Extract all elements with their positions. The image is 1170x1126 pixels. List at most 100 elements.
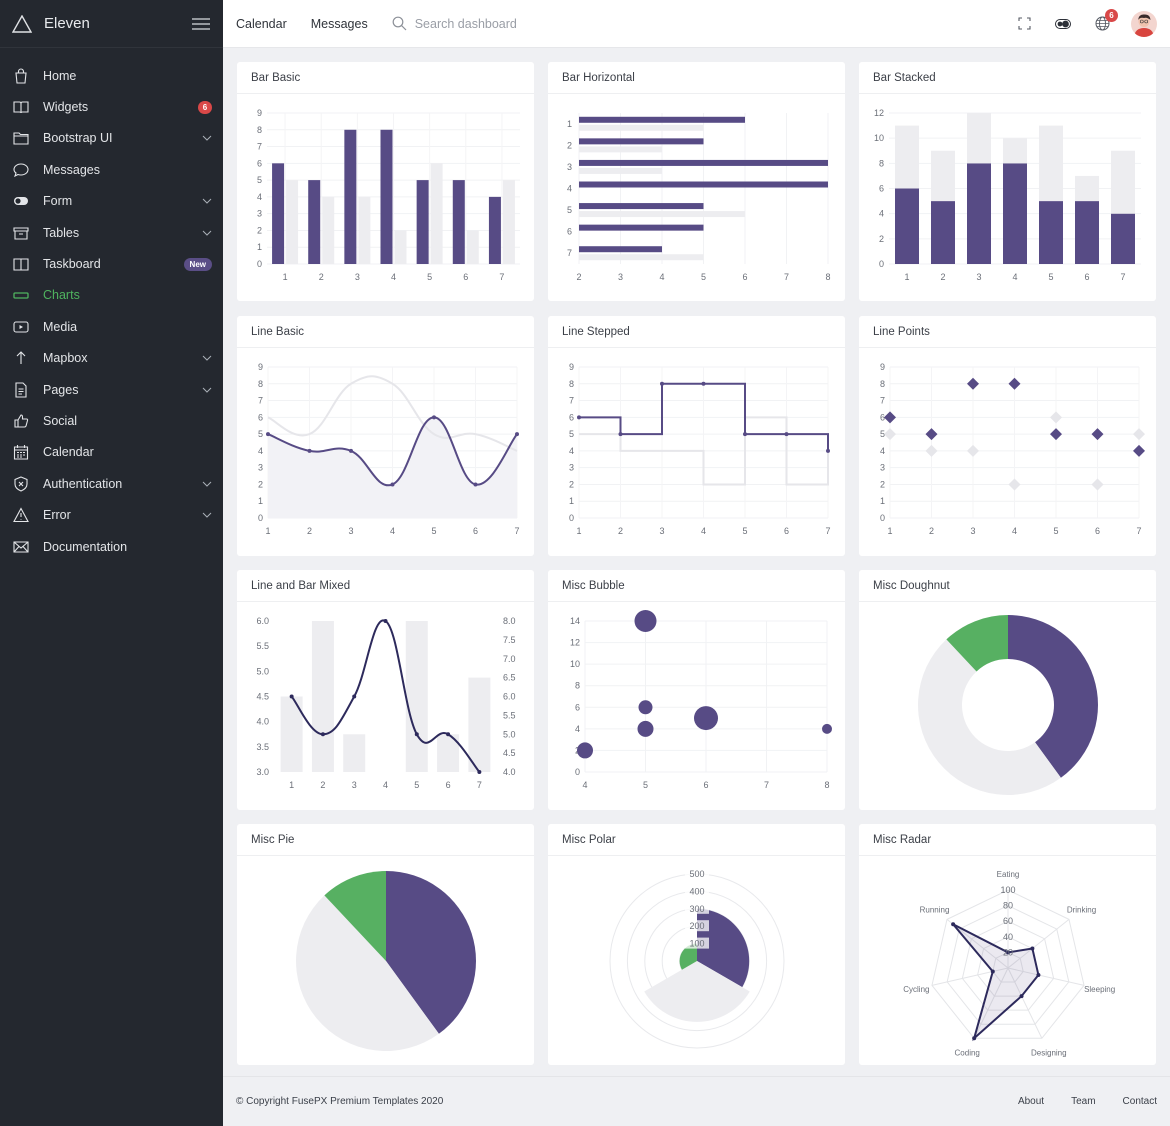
- sidebar-item-authentication[interactable]: Authentication: [0, 468, 223, 499]
- sidebar-item-calendar[interactable]: Calendar: [0, 437, 223, 468]
- footer-link-about[interactable]: About: [1017, 1096, 1045, 1107]
- point-series-2: [925, 444, 938, 457]
- bar-series-2: [579, 211, 745, 218]
- sidebar-item-label: Documentation: [43, 539, 128, 554]
- sidebar-item-messages[interactable]: Messages: [0, 154, 223, 185]
- bar-series-2: [502, 180, 515, 264]
- radar-axis-label: Designing: [1031, 1049, 1067, 1058]
- bubble: [637, 720, 654, 737]
- line-series-2: [579, 416, 829, 486]
- tick-label: 8: [258, 379, 263, 389]
- sidebar-item-tables[interactable]: Tables: [0, 217, 223, 248]
- line-point: [784, 432, 789, 437]
- header-messages-link[interactable]: Messages: [310, 16, 368, 31]
- bar-series-1: [488, 196, 501, 264]
- tick-label: 3: [348, 526, 353, 536]
- bar-series: [468, 677, 491, 772]
- bubble: [634, 610, 657, 632]
- globe-icon[interactable]: 6: [1093, 8, 1118, 33]
- sidebar-item-home[interactable]: Home: [0, 60, 223, 91]
- point-series-1: [967, 377, 979, 390]
- bar-series-1: [1111, 213, 1135, 264]
- archive-icon: [11, 225, 31, 241]
- sidebar-item-error[interactable]: Error: [0, 499, 223, 530]
- radar-tick: 40: [1003, 932, 1013, 942]
- tick-label: 5.0: [256, 666, 269, 676]
- radar-point: [990, 969, 995, 974]
- bar-series: [311, 621, 334, 772]
- user-avatar[interactable]: [1131, 10, 1157, 37]
- chart-icon: [11, 287, 31, 303]
- tick-label: 5: [1048, 272, 1053, 282]
- sidebar-item-media[interactable]: Media: [0, 311, 223, 342]
- slice-2: [295, 895, 439, 1051]
- sidebar-item-label: Tables: [43, 225, 80, 240]
- tick-label: 9: [569, 362, 574, 372]
- bubble: [638, 700, 653, 715]
- fullscreen-icon[interactable]: [1015, 15, 1033, 33]
- card-title: Bar Horizontal: [548, 62, 845, 94]
- theme-toggle-icon[interactable]: [1054, 15, 1072, 33]
- bar-series-1: [344, 129, 357, 264]
- footer-link-team[interactable]: Team: [1071, 1096, 1096, 1107]
- card-title: Line Basic: [237, 316, 534, 348]
- tick-label: 7: [825, 526, 830, 536]
- tick-label: 0: [879, 259, 884, 269]
- sidebar-item-mapbox[interactable]: Mapbox: [0, 343, 223, 374]
- card-misc-doughnut: Misc Doughnut: [859, 570, 1156, 810]
- sidebar-item-documentation[interactable]: Documentation: [0, 531, 223, 562]
- sidebar-item-social[interactable]: Social: [0, 405, 223, 436]
- sidebar-nav: Home Widgets 6 Bootstrap UI Messages Form Tabl…: [0, 48, 223, 562]
- tick-label: 4: [879, 209, 884, 219]
- bar-series-2: [430, 163, 443, 264]
- tick-label: 3: [970, 526, 975, 536]
- bar-series-2: [579, 124, 704, 131]
- sidebar-item-pages[interactable]: Pages: [0, 374, 223, 405]
- footer-link-contact[interactable]: Contact: [1122, 1096, 1157, 1107]
- radar-spoke: [1007, 918, 1070, 969]
- chevron-down-icon: [202, 230, 212, 236]
- search-icon[interactable]: [392, 16, 407, 31]
- sidebar-item-form[interactable]: Form: [0, 186, 223, 217]
- tick-label: 12: [570, 638, 580, 648]
- tick-label: 2: [258, 479, 263, 489]
- tick-label: 1: [258, 496, 263, 506]
- chevron-down-icon: [202, 355, 212, 361]
- header-calendar-link[interactable]: Calendar: [236, 16, 287, 31]
- tick-label: 4: [582, 780, 587, 790]
- sidebar-item-bootstrap-ui[interactable]: Bootstrap UI: [0, 123, 223, 154]
- tick-label: 500: [689, 869, 704, 879]
- polar-slice-3: [679, 943, 697, 970]
- sidebar-item-label: Mapbox: [43, 351, 88, 366]
- tick-label: 6: [742, 272, 747, 282]
- tick-label: 0: [880, 513, 885, 523]
- tick-label: 3: [880, 463, 885, 473]
- search-input[interactable]: [414, 16, 615, 31]
- page-icon: [11, 382, 31, 398]
- tick-label: 2: [929, 526, 934, 536]
- slice-1: [1008, 615, 1098, 778]
- hamburger-menu-icon[interactable]: [191, 16, 211, 32]
- sidebar-item-widgets[interactable]: Widgets 6: [0, 91, 223, 122]
- tick-label: 6: [1095, 526, 1100, 536]
- sidebar-item-taskboard[interactable]: Taskboard New: [0, 248, 223, 279]
- bar-horizontal-chart: 2 3 4 5 6 7 8 1 2 3 4 5 6 7: [567, 113, 831, 282]
- tick-label: 6: [446, 780, 451, 790]
- tick-label: 1: [576, 526, 581, 536]
- brand: Eleven: [0, 0, 223, 48]
- tick-label: 1: [257, 242, 262, 252]
- card-misc-pie: Misc Pie: [237, 824, 534, 1065]
- point-series-1: [1008, 377, 1021, 390]
- chat-icon: [11, 162, 31, 178]
- sidebar-item-charts[interactable]: Charts: [0, 280, 223, 311]
- sidebar-item-label: Media: [43, 319, 78, 334]
- radar-grid: [992, 951, 1024, 983]
- tick-label: 7.5: [503, 635, 516, 645]
- tick-label: 8: [575, 681, 580, 691]
- tick-label: 5: [569, 429, 574, 439]
- card-title: Line and Bar Mixed: [237, 570, 534, 602]
